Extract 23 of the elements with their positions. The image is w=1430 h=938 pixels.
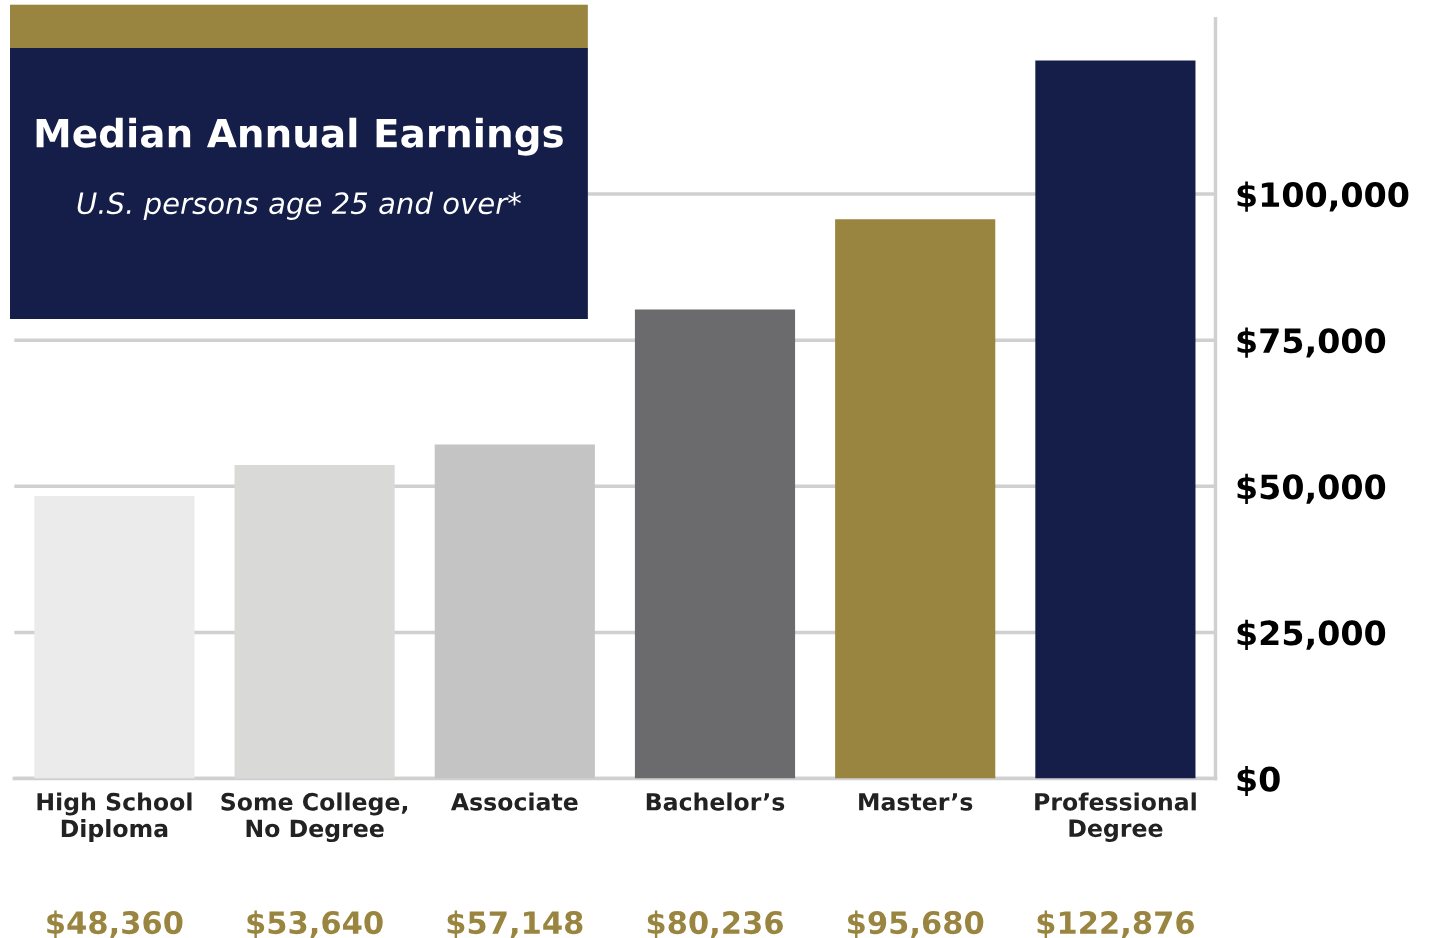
text: U.S. persons age 25 and over* [77, 191, 521, 220]
bar [634, 309, 796, 779]
x-tick-label: Some College, No Degree [221, 792, 408, 843]
bar [34, 495, 195, 779]
y-tick-label: $25,000 [1237, 619, 1386, 650]
x-tick-label: Master’s [859, 793, 973, 811]
data-label: $80,236 [647, 910, 783, 938]
bar [835, 219, 996, 779]
data-label: $95,680 [848, 910, 984, 938]
y-tick-label: $75,000 [1237, 327, 1386, 358]
x-tick-label: Professional Degree [1035, 792, 1196, 842]
y-tick-label: $100,000 [1237, 181, 1409, 212]
x-tick-label: Associate [450, 792, 578, 811]
y-tick-label: $50,000 [1237, 473, 1386, 504]
data-label: $53,640 [247, 910, 383, 938]
data-label: $57,148 [447, 910, 583, 938]
data-label: $48,360 [47, 910, 183, 938]
y-tick-label: $0 [1237, 765, 1280, 797]
text: Median Annual Earnings [36, 117, 563, 156]
bar [1035, 60, 1196, 779]
data-label: $122,876 [1037, 910, 1194, 938]
x-tick-label: High School Diploma [37, 792, 192, 842]
x-tick-label: Bachelor’s [646, 792, 785, 811]
